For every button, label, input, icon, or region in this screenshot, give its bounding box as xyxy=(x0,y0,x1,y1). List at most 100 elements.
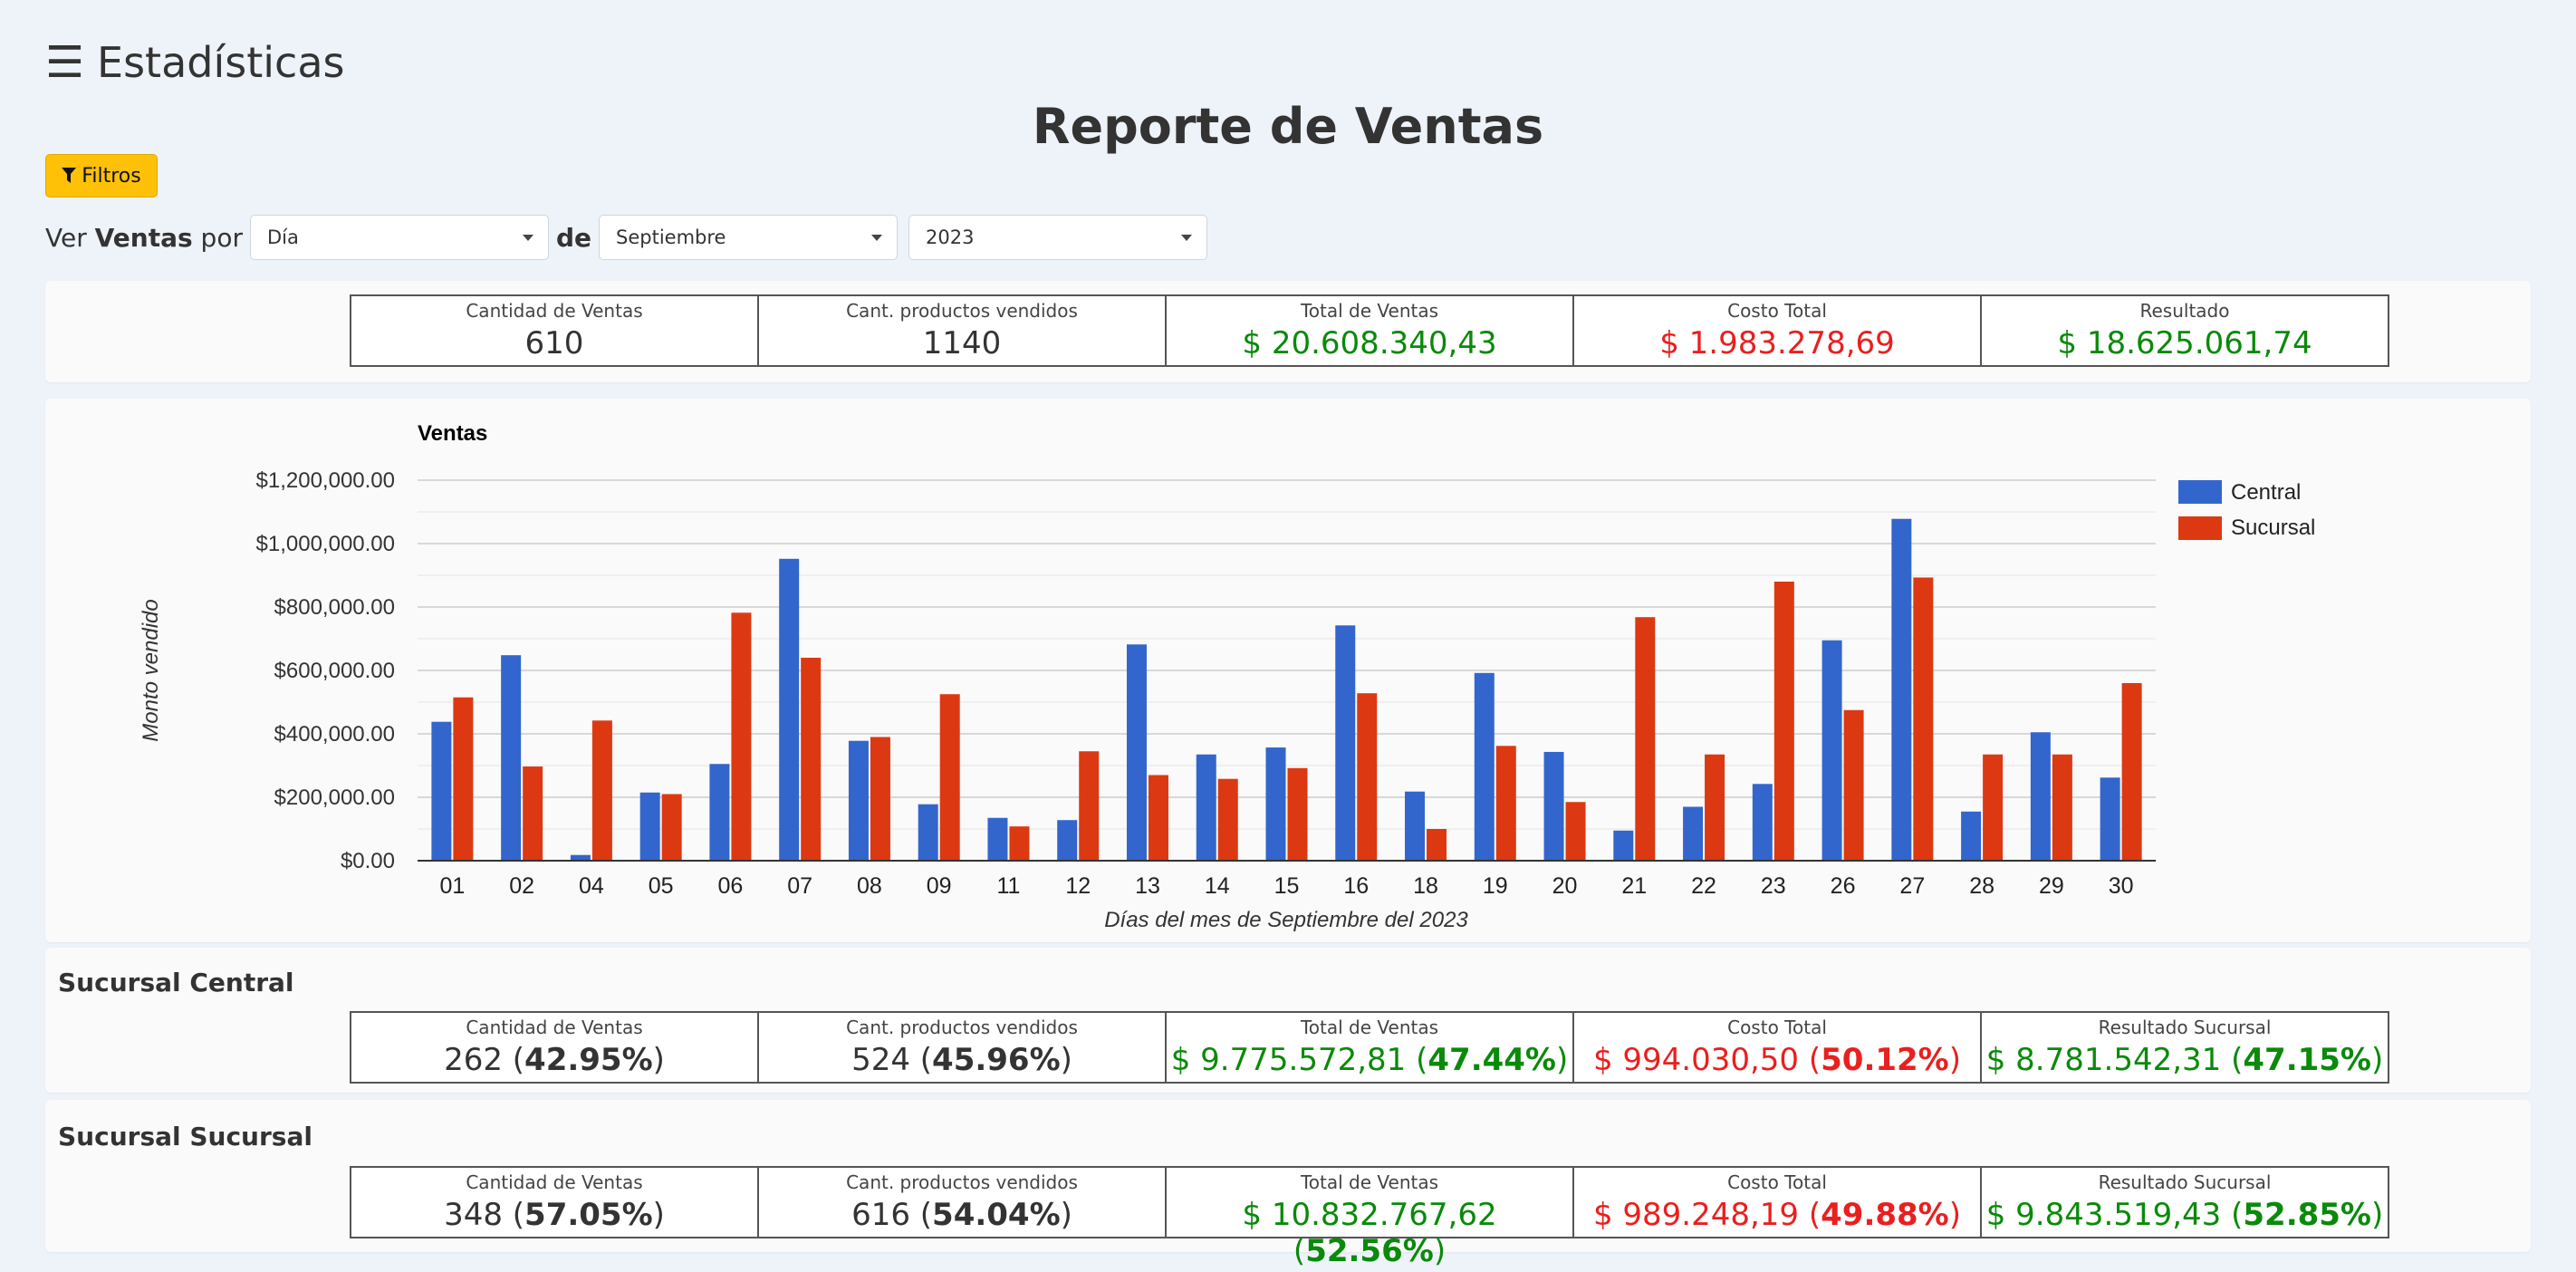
bar-sucursal-16[interactable] xyxy=(1357,693,1378,861)
bar-central-28[interactable] xyxy=(1961,811,1982,861)
bar-central-07[interactable] xyxy=(779,558,800,861)
bar-sucursal-12[interactable] xyxy=(1079,751,1100,861)
y-tick-label: $200,000.00 xyxy=(274,785,395,810)
bar-sucursal-15[interactable] xyxy=(1287,767,1308,861)
bar-sucursal-14[interactable] xyxy=(1217,778,1238,861)
sucursal-resultado: Resultado Sucursal $ 9.843.519,43 (52.85… xyxy=(1980,1166,2389,1238)
report-title: Reporte de Ventas xyxy=(1032,98,1544,155)
bar-sucursal-21[interactable] xyxy=(1635,617,1656,861)
y-axis-label: Monto vendido xyxy=(139,599,163,741)
period-select-value: Día xyxy=(266,226,299,248)
bar-central-23[interactable] xyxy=(1752,784,1773,861)
period-select[interactable]: Día xyxy=(249,215,549,260)
bar-sucursal-09[interactable] xyxy=(939,694,960,861)
bar-sucursal-13[interactable] xyxy=(1148,775,1168,862)
bar-sucursal-11[interactable] xyxy=(1009,826,1030,861)
page-title: Estadísticas xyxy=(97,38,345,87)
sales-chart: Ventas Monto vendido Días del mes de Sep… xyxy=(139,421,2315,932)
bar-central-18[interactable] xyxy=(1405,791,1426,861)
x-tick-label: 28 xyxy=(1969,873,1994,899)
x-tick-label: 14 xyxy=(1205,873,1230,899)
bar-central-09[interactable] xyxy=(918,804,938,861)
x-tick-label: 15 xyxy=(1274,873,1300,899)
bar-central-02[interactable] xyxy=(501,655,522,861)
bar-sucursal-29[interactable] xyxy=(2052,754,2072,861)
bar-sucursal-01[interactable] xyxy=(453,697,474,861)
bar-central-05[interactable] xyxy=(639,792,660,861)
bar-sucursal-06[interactable] xyxy=(731,612,752,861)
bar-central-06[interactable] xyxy=(709,764,730,861)
sucursal-costo-total: Costo Total $ 989.248,19 (49.88%) xyxy=(1572,1166,1982,1238)
summary-stats: Cantidad de Ventas 610 Cant. productos v… xyxy=(350,294,2389,367)
x-tick-label: 21 xyxy=(1621,873,1647,899)
sucursal-productos-vendidos: Cant. productos vendidos 616 (54.04%) xyxy=(757,1166,1167,1238)
bar-central-08[interactable] xyxy=(848,740,869,861)
summary-productos-vendidos: Cant. productos vendidos 1140 xyxy=(757,294,1167,367)
central-cantidad-ventas: Cantidad de Ventas 262 (42.95%) xyxy=(350,1011,759,1084)
bar-central-13[interactable] xyxy=(1126,644,1147,861)
bar-sucursal-08[interactable] xyxy=(870,737,890,862)
month-select[interactable]: Septiembre xyxy=(599,215,899,260)
chevron-down-icon xyxy=(522,234,533,241)
central-productos-vendidos: Cant. productos vendidos 524 (45.96%) xyxy=(757,1011,1167,1084)
bar-central-01[interactable] xyxy=(431,721,452,861)
filters-button-label: Filtros xyxy=(82,164,141,188)
ver-ventas-row: Ver Ventas por Día de Septiembre 2023 xyxy=(45,214,1208,261)
bar-sucursal-30[interactable] xyxy=(2121,683,2142,861)
x-tick-label: 09 xyxy=(927,873,952,899)
bar-sucursal-07[interactable] xyxy=(801,658,822,861)
bar-sucursal-18[interactable] xyxy=(1427,829,1447,861)
bar-sucursal-02[interactable] xyxy=(523,766,543,861)
bar-central-12[interactable] xyxy=(1057,820,1078,861)
month-select-value: Septiembre xyxy=(616,226,726,248)
bar-central-11[interactable] xyxy=(987,817,1008,861)
central-resultado: Resultado Sucursal $ 8.781.542,31 (47.15… xyxy=(1980,1011,2389,1084)
bar-sucursal-20[interactable] xyxy=(1565,802,1586,861)
x-tick-label: 05 xyxy=(649,873,674,899)
x-axis-label: Días del mes de Septiembre del 2023 xyxy=(1104,908,1468,932)
bar-sucursal-23[interactable] xyxy=(1773,582,1794,861)
x-ticks: 01 02 04 05 06 07 08 09 11 12 13 14 15 16 18 19 20 21 22 23… xyxy=(439,873,2133,899)
connector-label: de xyxy=(555,222,592,253)
sucursal-card: Sucursal Sucursal Cantidad de Ventas 348… xyxy=(45,1100,2531,1269)
summary-costo-total: Costo Total $ 1.983.278,69 xyxy=(1572,294,1982,367)
year-select[interactable]: 2023 xyxy=(908,215,1208,260)
bar-central-15[interactable] xyxy=(1265,747,1286,861)
y-tick-label: $1,200,000.00 xyxy=(256,468,395,493)
chevron-down-icon xyxy=(871,234,883,241)
bar-central-26[interactable] xyxy=(1821,640,1842,861)
y-tick-label: $400,000.00 xyxy=(274,722,395,747)
y-tick-label: $800,000.00 xyxy=(274,595,395,620)
x-tick-label: 06 xyxy=(718,873,744,899)
bar-sucursal-27[interactable] xyxy=(1913,577,1934,861)
x-tick-label: 19 xyxy=(1483,873,1508,899)
page-header: ☰ Estadísticas xyxy=(45,38,345,87)
hamburger-icon[interactable]: ☰ xyxy=(45,37,85,88)
bar-sucursal-04[interactable] xyxy=(591,720,612,861)
bar-central-04[interactable] xyxy=(570,854,591,861)
legend-swatch-sucursal xyxy=(2178,516,2222,540)
bar-central-16[interactable] xyxy=(1335,625,1356,861)
bar-sucursal-26[interactable] xyxy=(1843,709,1864,861)
bar-central-20[interactable] xyxy=(1543,751,1564,861)
summary-card: Cantidad de Ventas 610 Cant. productos v… xyxy=(45,281,2531,382)
bar-central-14[interactable] xyxy=(1196,754,1216,861)
summary-resultado: Resultado $ 18.625.061,74 xyxy=(1980,294,2389,367)
bar-central-22[interactable] xyxy=(1683,806,1704,862)
bar-sucursal-22[interactable] xyxy=(1705,754,1725,861)
x-tick-label: 04 xyxy=(579,873,604,899)
bar-sucursal-05[interactable] xyxy=(661,794,682,862)
filter-icon xyxy=(62,168,77,183)
filters-button[interactable]: Filtros xyxy=(45,154,158,198)
bar-central-19[interactable] xyxy=(1474,672,1495,861)
bar-sucursal-19[interactable] xyxy=(1495,746,1516,861)
bar-sucursal-28[interactable] xyxy=(1983,754,2004,861)
bar-central-29[interactable] xyxy=(2030,732,2051,861)
central-costo-total: Costo Total $ 994.030,50 (50.12%) xyxy=(1572,1011,1982,1084)
bar-central-21[interactable] xyxy=(1613,830,1634,861)
bar-central-30[interactable] xyxy=(2100,777,2120,861)
chart-title: Ventas xyxy=(418,421,487,446)
central-stats: Cantidad de Ventas 262 (42.95%) Cant. pr… xyxy=(350,1011,2389,1084)
bar-central-27[interactable] xyxy=(1891,518,1912,861)
chart-card: Ventas Monto vendido Días del mes de Sep… xyxy=(45,399,2531,942)
